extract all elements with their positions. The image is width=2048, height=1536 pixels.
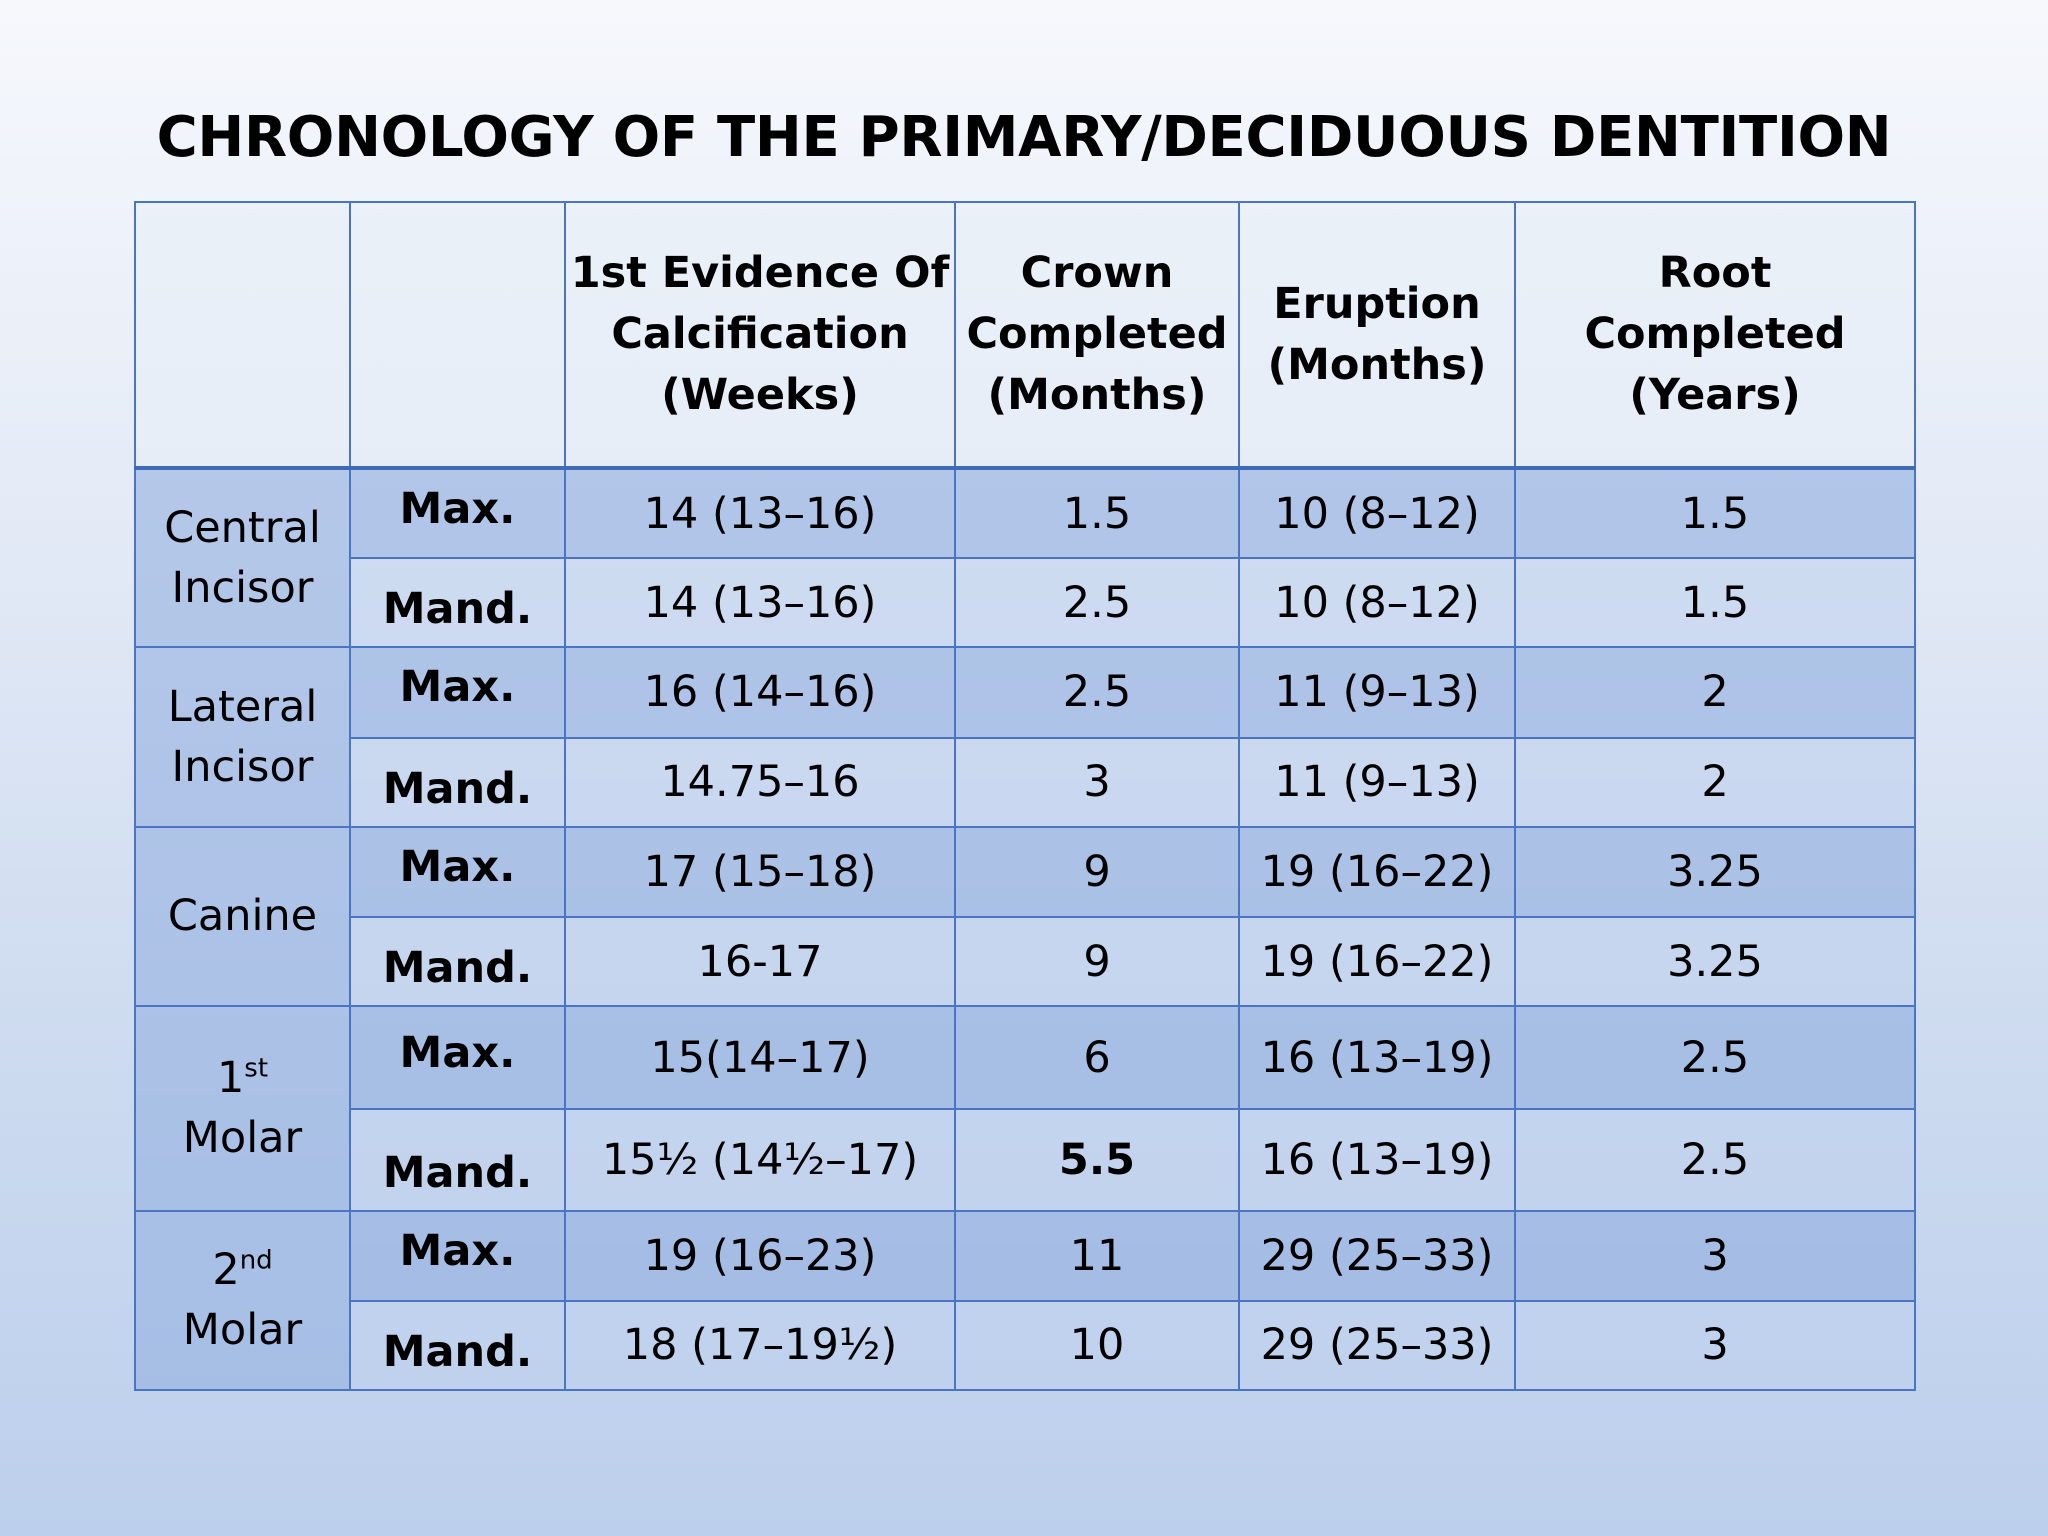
calcification-value: 15½ (14½–17) (564, 1108, 956, 1212)
calcification-value: 18 (17–19½) (564, 1299, 956, 1392)
jaw-label: Max. (349, 646, 566, 739)
eruption-value: 29 (25–33) (1238, 1299, 1516, 1392)
crown-value: 11 (954, 1209, 1240, 1302)
header-root-completed: Root Completed (Years) (1514, 201, 1916, 470)
eruption-value: 19 (16–22) (1238, 825, 1516, 918)
crown-value: 1.5 (954, 466, 1240, 560)
table-row: Mand. 14.75–16 3 11 (9–13) 2 (135, 736, 1916, 828)
header-root-line: Completed (1584, 309, 1846, 359)
header-blank-tooth (134, 201, 351, 470)
jaw-label: Mand. (349, 1299, 566, 1392)
table-row: 1st Molar Max. 15(14–17) 6 16 (13–19) 2.… (134, 1005, 1916, 1212)
eruption-value: 10 (8–12) (1238, 466, 1516, 560)
header-root-line: Root (1658, 248, 1772, 298)
header-eruption: Eruption (Months) (1238, 201, 1516, 470)
eruption-value: 29 (25–33) (1238, 1209, 1516, 1302)
calcification-value: 16 (14–16) (564, 646, 956, 739)
jaw-label: Mand. (349, 1108, 566, 1212)
jaw-label: Mand. (349, 736, 566, 828)
tooth-name-cell: Lateral Incisor (134, 646, 351, 828)
calcification-value: 14.75–16 (564, 736, 956, 828)
crown-value: 2.5 (954, 646, 1240, 739)
root-value: 3.25 (1514, 915, 1916, 1008)
calcification-value: 14 (13–16) (564, 557, 956, 649)
root-value: 3.25 (1514, 825, 1916, 918)
tooth-name: Incisor (171, 563, 314, 614)
header-calcification-line: 1st Evidence Of (570, 248, 950, 298)
header-eruption-line: (Months) (1267, 339, 1487, 390)
crown-value: 9 (954, 825, 1240, 918)
calcification-value: 16-17 (564, 915, 956, 1008)
root-value: 2.5 (1514, 1005, 1916, 1111)
ordinal-suffix: st (244, 1054, 269, 1085)
jaw-label: Max. (349, 825, 566, 918)
eruption-value: 16 (13–19) (1238, 1005, 1516, 1111)
eruption-value: 16 (13–19) (1238, 1108, 1516, 1212)
tooth-name: 1 (216, 1053, 245, 1104)
root-value: 2 (1514, 736, 1916, 828)
tooth-name-cell: Central Incisor (134, 466, 351, 649)
tooth-name: Central (164, 503, 321, 554)
header-calcification-line: Calcification (611, 309, 909, 359)
table-row: Mand. 14 (13–16) 2.5 10 (8–12) 1.5 (135, 557, 1916, 649)
crown-value: 10 (954, 1299, 1240, 1392)
root-value: 2 (1514, 646, 1916, 739)
eruption-value: 19 (16–22) (1238, 915, 1516, 1008)
header-crown-line: (Months) (987, 370, 1207, 420)
header-crown-line: Crown (1020, 248, 1174, 298)
tooth-name: Canine (167, 891, 318, 942)
header-row: 1st Evidence Of Calcification (Weeks) Cr… (134, 201, 1916, 470)
root-value: 1.5 (1514, 557, 1916, 649)
crown-value: 5.5 (954, 1108, 1240, 1212)
header-calcification-line: (Weeks) (661, 370, 859, 420)
root-value: 2.5 (1514, 1108, 1916, 1212)
crown-value: 2.5 (954, 557, 1240, 649)
table-row: Canine Max. 17 (15–18) 9 19 (16–22) 3.25 (134, 825, 1916, 1008)
root-value: 1.5 (1514, 466, 1916, 560)
header-blank-jaw (349, 201, 566, 470)
header-calcification: 1st Evidence Of Calcification (Weeks) (564, 201, 956, 470)
table-row: Mand. 15½ (14½–17) 5.5 16 (13–19) 2.5 (135, 1108, 1916, 1212)
tooth-name: Lateral (167, 682, 318, 733)
calcification-value: 19 (16–23) (564, 1209, 956, 1302)
dentition-chronology-table: 1st Evidence Of Calcification (Weeks) Cr… (134, 201, 1916, 1392)
eruption-value: 11 (9–13) (1238, 646, 1516, 739)
table-row: Mand. 18 (17–19½) 10 29 (25–33) 3 (135, 1299, 1916, 1392)
crown-value: 3 (954, 736, 1240, 828)
slide-title: CHRONOLOGY OF THE PRIMARY/DECIDUOUS DENT… (156, 105, 1892, 170)
header-crown-completed: Crown Completed (Months) (954, 201, 1240, 470)
ordinal-suffix: nd (239, 1245, 273, 1276)
tooth-name: Molar (182, 1113, 303, 1164)
calcification-value: 15(14–17) (564, 1005, 956, 1111)
jaw-label: Max. (349, 1209, 566, 1302)
calcification-value: 14 (13–16) (564, 466, 956, 560)
table-row: Lateral Incisor Max. 16 (14–16) 2.5 11 (… (134, 646, 1916, 828)
table-row: Central Incisor Max. 14 (13–16) 1.5 10 (… (134, 466, 1916, 649)
jaw-label: Max. (349, 466, 566, 560)
root-value: 3 (1514, 1299, 1916, 1392)
table-row: 2nd Molar Max. 19 (16–23) 11 29 (25–33) … (134, 1209, 1916, 1392)
crown-value: 9 (954, 915, 1240, 1008)
header-eruption-line: Eruption (1273, 278, 1481, 329)
table-row: Mand. 16-17 9 19 (16–22) 3.25 (135, 915, 1916, 1008)
header-crown-line: Completed (966, 309, 1228, 359)
eruption-value: 10 (8–12) (1238, 557, 1516, 649)
tooth-name: Molar (182, 1305, 303, 1356)
jaw-label: Mand. (349, 557, 566, 649)
tooth-name: Incisor (171, 742, 314, 793)
tooth-name-cell: 1st Molar (134, 1005, 351, 1212)
jaw-label: Max. (349, 1005, 566, 1111)
root-value: 3 (1514, 1209, 1916, 1302)
tooth-name-cell: 2nd Molar (134, 1209, 351, 1392)
jaw-label: Mand. (349, 915, 566, 1008)
calcification-value: 17 (15–18) (564, 825, 956, 918)
header-root-line: (Years) (1629, 370, 1801, 420)
tooth-name: 2 (212, 1245, 240, 1296)
eruption-value: 11 (9–13) (1238, 736, 1516, 828)
tooth-name-cell: Canine (134, 825, 351, 1008)
crown-value: 6 (954, 1005, 1240, 1111)
